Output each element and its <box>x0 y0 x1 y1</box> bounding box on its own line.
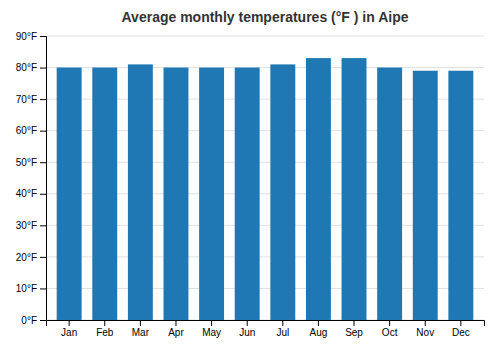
x-tick-mark <box>175 320 176 326</box>
bar <box>235 68 260 320</box>
y-tick-mark <box>40 257 46 258</box>
y-tick-label: 20°F <box>16 252 37 263</box>
x-tick-label: Apr <box>168 327 184 338</box>
x-tick-label: Nov <box>416 327 434 338</box>
x-tick-label: Feb <box>96 327 114 338</box>
bar <box>92 68 117 320</box>
x-tick: Dec <box>452 320 470 338</box>
x-tick-label: Aug <box>310 327 328 338</box>
bar <box>270 64 295 320</box>
y-tick-label: 30°F <box>16 220 37 231</box>
x-tick-mark <box>354 320 355 326</box>
bar <box>413 71 438 320</box>
y-tick-mark <box>40 68 46 69</box>
x-tick-mark <box>425 320 426 326</box>
bars <box>57 58 474 320</box>
grid <box>46 36 484 320</box>
y-tick: 80°F <box>16 62 46 73</box>
y-tick-label: 50°F <box>16 157 37 168</box>
x-tick: Sep <box>345 320 363 338</box>
y-tick: 70°F <box>16 94 46 105</box>
x-tick-label: Jul <box>276 327 289 338</box>
x-tick-mark <box>247 320 248 326</box>
y-tick: 90°F <box>16 31 46 42</box>
x-tick-mark <box>318 320 319 326</box>
bar <box>128 64 153 320</box>
y-tick-label: 80°F <box>16 62 37 73</box>
y-tick: 40°F <box>16 188 46 199</box>
x-axis-line <box>47 321 485 327</box>
x-tick-mark <box>282 320 283 326</box>
y-tick-mark <box>40 99 46 100</box>
grid-line <box>46 36 484 37</box>
x-tick-label: Oct <box>382 327 398 338</box>
bar <box>199 68 224 320</box>
x-tick: May <box>202 320 221 338</box>
bar <box>377 68 402 320</box>
y-tick-mark <box>40 162 46 163</box>
x-tick-label: Mar <box>132 327 150 338</box>
x-tick: Aug <box>310 320 328 338</box>
y-tick-label: 90°F <box>16 31 37 42</box>
y-tick-mark <box>40 194 46 195</box>
x-tick: Oct <box>382 320 398 338</box>
y-tick: 20°F <box>16 252 46 263</box>
x-tick-mark <box>140 320 141 326</box>
x-tick-mark <box>104 320 105 326</box>
y-axis: 0°F 10°F 20°F 30°F 40°F 50°F 60°F 70°F 80°F 90°F <box>16 31 47 326</box>
x-tick: Nov <box>416 320 434 338</box>
chart: 0°F 10°F 20°F 30°F 40°F 50°F 60°F 70°F 80°F 90°F J… <box>0 0 500 350</box>
y-tick: 30°F <box>16 220 46 231</box>
x-tick-mark <box>211 320 212 326</box>
x-tick: Jun <box>239 320 255 338</box>
bar <box>448 71 473 320</box>
bar <box>57 68 82 320</box>
plot: 0°F 10°F 20°F 30°F 40°F 50°F 60°F 70°F 80°F 90°F J… <box>16 31 485 338</box>
y-tick-mark <box>40 288 46 289</box>
y-tick-mark <box>40 225 46 226</box>
y-tick-label: 0°F <box>21 315 37 326</box>
y-axis-line <box>40 37 47 321</box>
y-tick-label: 70°F <box>16 94 37 105</box>
y-tick: 0°F <box>21 315 46 326</box>
x-tick: Apr <box>168 320 184 338</box>
y-tick-mark <box>40 320 46 321</box>
bar <box>164 68 189 320</box>
y-tick: 50°F <box>16 157 46 168</box>
title: Average monthly temperatures (°F ) in Ai… <box>122 9 409 25</box>
x-tick-label: May <box>202 327 221 338</box>
bar <box>306 58 331 320</box>
y-tick: 10°F <box>16 283 46 294</box>
x-tick-label: Jun <box>239 327 255 338</box>
y-tick: 60°F <box>16 125 46 136</box>
y-tick-label: 40°F <box>16 188 37 199</box>
x-tick: Jan <box>61 320 77 338</box>
x-axis: Jan Feb Mar Apr May Jun Jul Aug Sep Oct Nov Dec <box>47 320 485 338</box>
y-tick-mark <box>40 36 46 37</box>
x-tick-label: Dec <box>452 327 470 338</box>
y-tick-label: 10°F <box>16 283 37 294</box>
x-tick: Jul <box>276 320 289 338</box>
x-tick-mark <box>389 320 390 326</box>
x-tick-mark <box>69 320 70 326</box>
x-tick-label: Sep <box>345 327 363 338</box>
x-tick-label: Jan <box>61 327 77 338</box>
x-tick: Mar <box>132 320 150 338</box>
x-tick: Feb <box>96 320 114 338</box>
y-tick-mark <box>40 131 46 132</box>
bar <box>342 58 367 320</box>
x-tick-mark <box>460 320 461 326</box>
y-tick-label: 60°F <box>16 125 37 136</box>
